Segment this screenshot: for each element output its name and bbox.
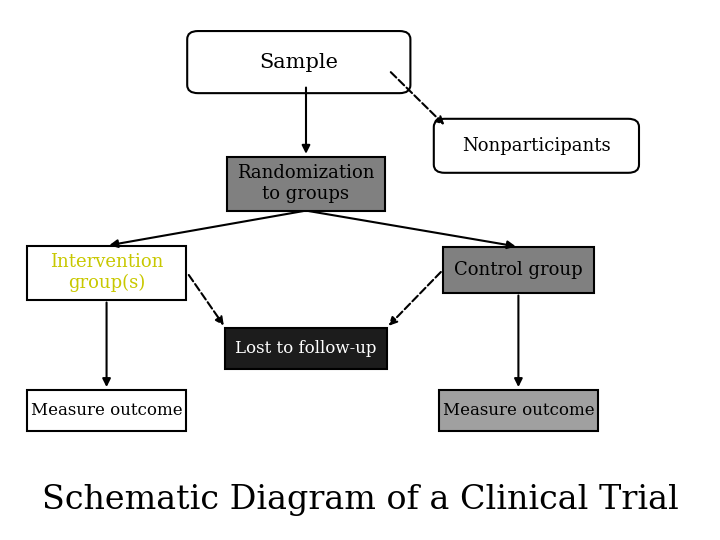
Text: Randomization
to groups: Randomization to groups	[238, 164, 374, 203]
FancyBboxPatch shape	[27, 390, 186, 431]
FancyBboxPatch shape	[187, 31, 410, 93]
Text: Intervention
group(s): Intervention group(s)	[50, 253, 163, 292]
Text: Lost to follow-up: Lost to follow-up	[235, 340, 377, 357]
FancyBboxPatch shape	[439, 390, 598, 431]
Text: Measure outcome: Measure outcome	[443, 402, 594, 419]
Text: Control group: Control group	[454, 261, 582, 279]
FancyBboxPatch shape	[433, 119, 639, 173]
FancyBboxPatch shape	[27, 246, 186, 300]
Text: Nonparticipants: Nonparticipants	[462, 137, 611, 155]
Text: Measure outcome: Measure outcome	[31, 402, 182, 419]
Text: Sample: Sample	[259, 52, 338, 72]
Text: Schematic Diagram of a Clinical Trial: Schematic Diagram of a Clinical Trial	[42, 483, 678, 516]
FancyBboxPatch shape	[443, 247, 594, 293]
FancyBboxPatch shape	[227, 157, 385, 211]
FancyBboxPatch shape	[225, 328, 387, 368]
